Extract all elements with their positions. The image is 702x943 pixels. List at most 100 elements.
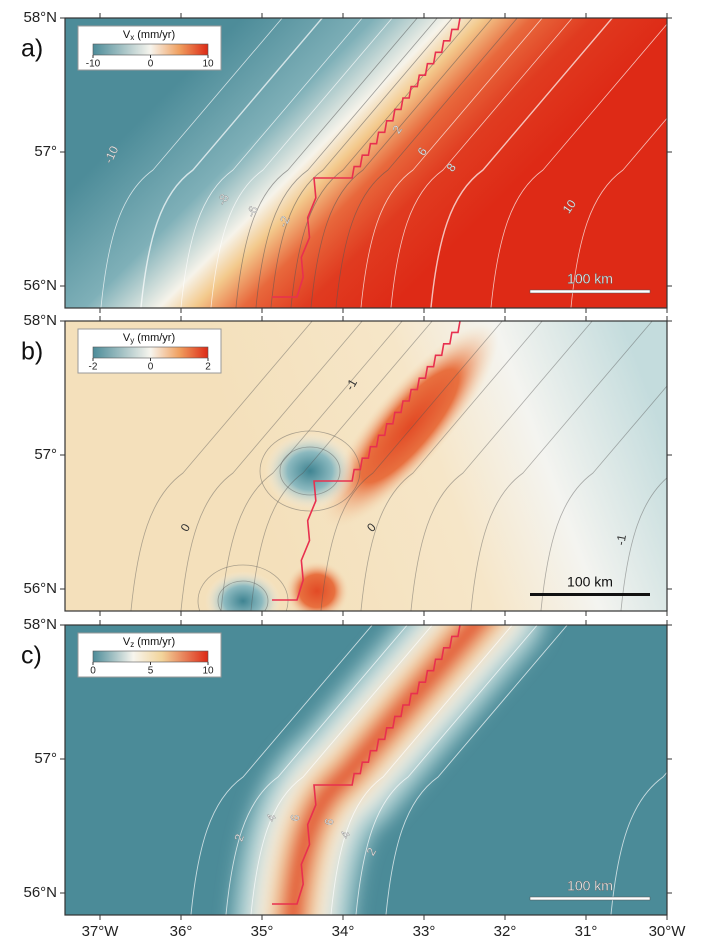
panel-label: a) [21, 35, 43, 63]
contour-line [250, 321, 433, 611]
panel-label: b) [21, 338, 43, 366]
colorbar-tick-label: 0 [148, 59, 154, 70]
contour-line [250, 625, 433, 915]
contour-line [130, 321, 313, 611]
colorbar-ramp [92, 43, 209, 56]
contour-line [385, 625, 568, 915]
lon-label: 35° [251, 923, 274, 940]
colorbar: Vx (mm/yr) -10 0 10 [77, 25, 222, 71]
lat-label: 57° [34, 750, 57, 767]
contour-line [470, 321, 653, 611]
lat-label: 58°N [23, 616, 57, 633]
colorbar-tick-label: 5 [148, 666, 154, 677]
colorbar-tick-label: 10 [202, 666, 214, 677]
lat-label: 57° [34, 446, 57, 463]
anomaly [265, 433, 355, 509]
colorbar-tick-label: 2 [205, 362, 211, 373]
contour-line [290, 18, 473, 308]
uplift-band [232, 625, 546, 915]
colorbar-title: Vy (mm/yr) [123, 332, 175, 345]
contour-line [259, 430, 361, 512]
contour-line [320, 321, 503, 611]
scale-bar-label: 100 km [567, 271, 613, 287]
scale-bar [529, 896, 651, 901]
contour-line [217, 580, 269, 611]
contour-line [235, 18, 418, 308]
contour-line [355, 625, 538, 915]
anomaly [285, 561, 349, 611]
lon-label: 30°W [649, 923, 687, 940]
colorbar-ramp [92, 346, 209, 359]
map-field [65, 625, 667, 915]
contour-line [279, 446, 341, 496]
lon-label: 32° [494, 923, 517, 940]
contour-line [310, 18, 493, 308]
contour-line [410, 321, 593, 611]
map-frame [64, 624, 668, 916]
contour-line [100, 18, 283, 308]
fault-trace [272, 18, 461, 298]
contour-label: -1 [613, 533, 629, 546]
colorbar: Vz (mm/yr) 0 5 10 [77, 632, 222, 678]
lon-label: 31° [575, 923, 598, 940]
colorbar-title: Vz (mm/yr) [123, 636, 175, 649]
contour-line [210, 18, 393, 308]
lon-label: 36° [170, 923, 193, 940]
scale-bar-label: 100 km [567, 878, 613, 894]
anomaly [205, 571, 281, 611]
contour-line [540, 385, 667, 611]
contour-line [190, 625, 373, 915]
contour-line [390, 18, 573, 308]
fault-trace [272, 321, 461, 601]
lat-label: 56°N [23, 884, 57, 901]
contour-label: 6 [322, 817, 337, 826]
scale-bar [530, 593, 650, 596]
contour-line [197, 564, 289, 611]
map-frame [64, 320, 668, 612]
lon-label: 33° [413, 923, 436, 940]
anomaly [321, 323, 499, 529]
contour-line [255, 18, 438, 308]
band-layer [285, 625, 484, 915]
contour-label: 6 [288, 813, 303, 822]
contour-line [180, 321, 363, 611]
colorbar-tick-label: 0 [148, 362, 154, 373]
contour-label: 4 [264, 812, 280, 823]
contour-line [360, 321, 543, 611]
lat-label: 56°N [23, 277, 57, 294]
map-frame [64, 17, 668, 309]
colorbar-title: Vx (mm/yr) [123, 29, 175, 42]
colorbar-ramp [92, 650, 209, 663]
lat-label: 58°N [23, 312, 57, 329]
contour-line [430, 18, 614, 308]
contour-line [220, 321, 403, 611]
lat-label: 57° [34, 143, 57, 160]
scale-bar [529, 289, 651, 294]
colorbar-tick-label: -10 [86, 59, 101, 70]
colorbar-tick-label: -2 [89, 362, 98, 373]
contour-line [180, 18, 363, 308]
lon-label: 34° [332, 923, 355, 940]
contour-label: -10 [101, 144, 121, 166]
scale-bar-label: 100 km [567, 574, 613, 590]
map-field [65, 321, 667, 611]
colorbar-tick-label: 10 [202, 59, 214, 70]
panel-label: c) [21, 642, 42, 670]
contour-label: 4 [338, 829, 354, 840]
contour-line [335, 18, 518, 308]
contour-line [610, 771, 667, 915]
contour-line [620, 477, 667, 611]
contour-label: 2 [232, 832, 248, 843]
contour-line [330, 625, 513, 915]
lon-label: 37°W [82, 923, 120, 940]
fault-trace [272, 625, 461, 905]
contour-line [360, 18, 543, 308]
contour-line [490, 23, 667, 308]
colorbar: Vy (mm/yr) -2 0 2 [77, 328, 222, 374]
contour-line [225, 625, 408, 915]
lat-label: 58°N [23, 9, 57, 26]
